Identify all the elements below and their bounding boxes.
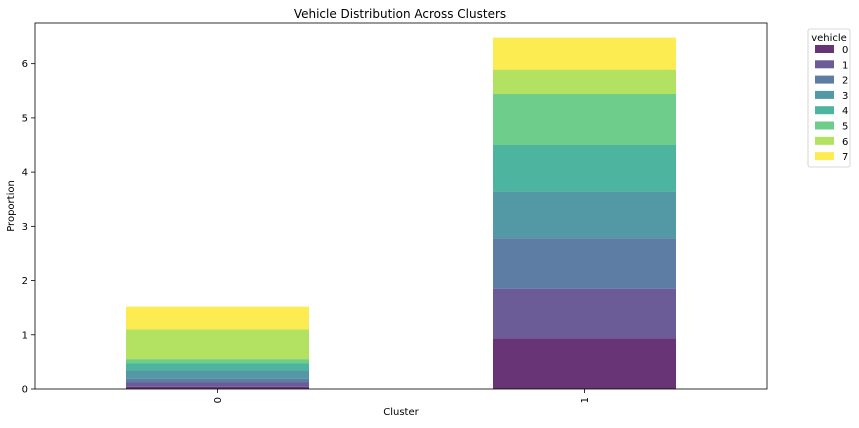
legend-label-5: 5	[842, 122, 848, 133]
legend-title: vehicle	[811, 33, 847, 44]
y-tick-label: 3	[22, 222, 28, 233]
bar-segment-cluster-1-vehicle-5	[493, 94, 676, 145]
bar-segment-cluster-0-vehicle-4	[126, 363, 309, 371]
bar-segment-cluster-0-vehicle-7	[126, 306, 309, 330]
legend-label-6: 6	[842, 137, 848, 148]
y-tick-label: 2	[22, 276, 28, 287]
legend-swatch-6	[815, 136, 834, 145]
x-tick-label: 1	[580, 397, 591, 403]
bar-segment-cluster-1-vehicle-0	[493, 338, 676, 389]
legend-label-7: 7	[842, 152, 848, 163]
bar-segment-cluster-0-vehicle-2	[126, 378, 309, 383]
legend-swatch-2	[815, 75, 834, 84]
y-tick-label: 4	[22, 168, 28, 179]
bar-segment-cluster-0-vehicle-6	[126, 329, 309, 360]
x-tick-label: 0	[213, 397, 224, 403]
y-tick-label: 0	[22, 385, 28, 396]
legend-swatch-1	[815, 60, 834, 69]
bar-segment-cluster-1-vehicle-1	[493, 288, 676, 339]
chart-title: Vehicle Distribution Across Clusters	[294, 7, 506, 21]
bars-layer	[126, 37, 676, 389]
legend-label-3: 3	[842, 91, 848, 102]
y-tick-label: 5	[22, 113, 28, 124]
legend-swatch-3	[815, 90, 834, 99]
bar-segment-cluster-1-vehicle-6	[493, 69, 676, 95]
bar-segment-cluster-1-vehicle-7	[493, 37, 676, 70]
bar-segment-cluster-1-vehicle-3	[493, 191, 676, 239]
y-axis: 0 1 2 3 4 5 6	[22, 59, 35, 396]
legend-label-1: 1	[842, 60, 848, 71]
legend-swatch-4	[815, 106, 834, 115]
legend-swatch-5	[815, 121, 834, 130]
legend-label-0: 0	[842, 45, 848, 56]
legend-swatch-0	[815, 45, 834, 53]
bar-segment-cluster-0-vehicle-5	[126, 359, 309, 364]
y-tick-label: 1	[22, 330, 28, 341]
bar-segment-cluster-0-vehicle-3	[126, 370, 309, 379]
bar-segment-cluster-1-vehicle-2	[493, 238, 676, 289]
bar-segment-cluster-1-vehicle-4	[493, 145, 676, 192]
legend: vehicle 0 1 2 3 4 5 6 7	[807, 28, 851, 168]
plot-frame	[34, 22, 768, 390]
legend-swatch-7	[815, 152, 834, 161]
y-tick-label: 6	[22, 59, 28, 70]
legend-label-4: 4	[842, 106, 848, 117]
legend-label-2: 2	[842, 76, 848, 87]
bar-segment-cluster-0-vehicle-1	[126, 382, 309, 387]
bar-segment-cluster-0-vehicle-0	[126, 386, 309, 389]
y-axis-label: Proportion	[6, 180, 17, 232]
x-axis-label: Cluster	[383, 407, 419, 418]
